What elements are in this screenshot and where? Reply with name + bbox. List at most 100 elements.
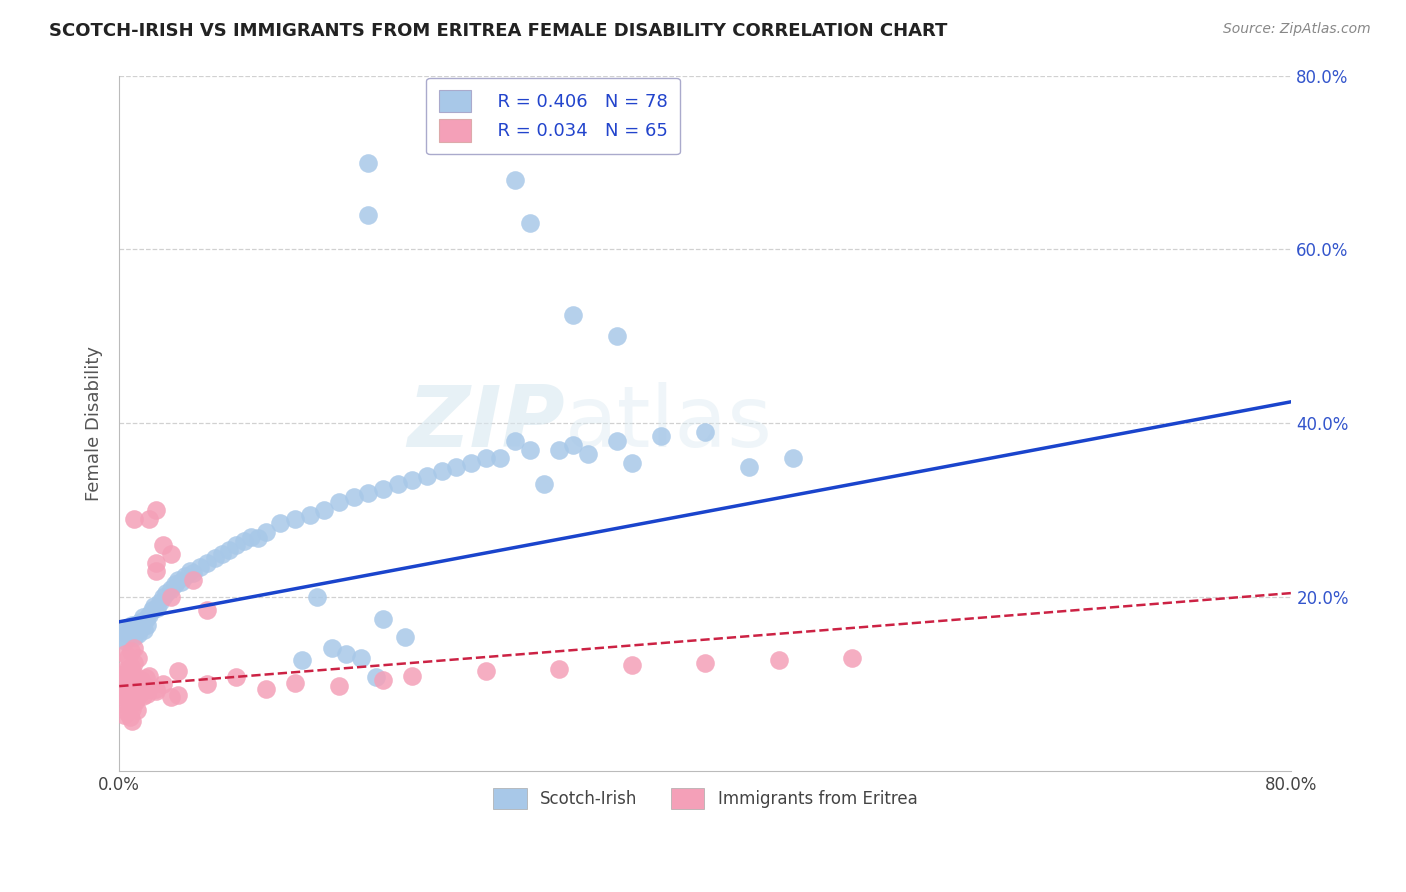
Point [247,531,270,545]
Point [430,464,453,478]
Point [547,662,569,676]
Point [112,697,135,711]
Point [112,625,135,640]
Point [211,547,233,561]
Point [129,621,152,635]
Point [503,173,526,187]
Text: ZIP: ZIP [408,382,565,465]
Point [519,216,541,230]
Point [118,710,141,724]
Point [152,591,174,605]
Point [401,669,423,683]
Point [138,669,160,683]
Point [124,623,146,637]
Point [350,651,373,665]
Point [460,456,482,470]
Point [284,675,307,690]
Point [371,612,394,626]
Point [122,667,145,681]
Point [547,442,569,457]
Point [225,670,247,684]
Point [141,603,163,617]
Point [134,624,156,638]
Point [122,630,145,644]
Point [121,679,143,693]
Point [111,681,134,696]
Point [240,529,263,543]
Point [136,618,159,632]
Point [576,447,599,461]
Point [117,688,139,702]
Point [167,688,190,702]
Point [117,627,139,641]
Point [621,456,644,470]
Point [115,693,138,707]
Point [474,451,496,466]
Point [533,477,555,491]
Point [159,690,181,705]
Point [112,686,135,700]
Point [841,651,863,665]
Point [118,699,141,714]
Point [125,704,148,718]
Point [120,628,142,642]
Point [298,508,321,522]
Point [115,705,138,719]
Point [562,308,585,322]
Point [782,451,804,466]
Point [225,538,247,552]
Point [269,516,291,531]
Point [120,688,142,702]
Point [138,681,160,695]
Point [138,512,160,526]
Point [159,547,181,561]
Point [124,695,146,709]
Point [254,681,277,696]
Text: atlas: atlas [565,382,773,465]
Point [114,667,136,681]
Point [145,564,167,578]
Point [474,665,496,679]
Text: Source: ZipAtlas.com: Source: ZipAtlas.com [1223,22,1371,37]
Point [170,574,193,589]
Point [145,556,167,570]
Point [328,494,350,508]
Point [118,624,141,638]
Point [117,669,139,683]
Point [143,599,166,613]
Point [134,683,156,698]
Point [120,644,142,658]
Point [129,677,152,691]
Point [163,577,186,591]
Point [135,612,157,626]
Point [195,556,218,570]
Point [118,684,141,698]
Point [145,681,167,696]
Point [114,673,136,687]
Point [111,665,134,679]
Point [606,329,628,343]
Point [371,482,394,496]
Point [145,684,167,698]
Point [129,675,152,690]
Point [128,615,150,629]
Legend: Scotch-Irish, Immigrants from Eritrea: Scotch-Irish, Immigrants from Eritrea [486,781,924,815]
Point [357,208,380,222]
Point [132,689,155,703]
Point [127,681,149,696]
Point [394,630,416,644]
Point [135,671,157,685]
Point [114,634,136,648]
Point [371,673,394,687]
Point [159,591,181,605]
Point [314,503,336,517]
Point [357,155,380,169]
Point [606,434,628,448]
Point [695,425,717,439]
Point [254,525,277,540]
Y-axis label: Female Disability: Female Disability [86,346,103,501]
Point [188,560,211,574]
Point [120,679,142,693]
Point [127,627,149,641]
Point [127,651,149,665]
